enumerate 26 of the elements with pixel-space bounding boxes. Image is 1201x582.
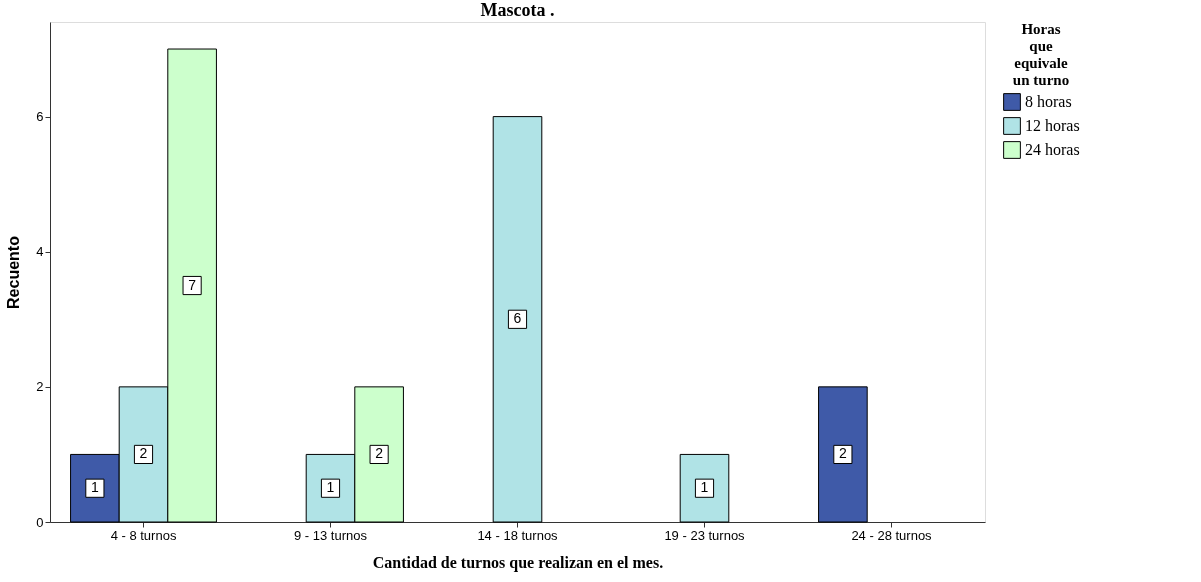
- bar: [492, 116, 543, 523]
- x-tick-label: 24 - 28 turnos: [851, 527, 933, 543]
- chart-title: Mascota .: [480, 0, 555, 20]
- y-tick-label: 6: [36, 109, 44, 125]
- legend-label: 24 horas: [1025, 141, 1080, 158]
- data-label: 2: [375, 445, 384, 462]
- y-tick-label: 2: [36, 379, 44, 395]
- x-tick-label: 9 - 13 turnos: [294, 527, 368, 543]
- data-label: 6: [513, 310, 522, 327]
- data-label: 2: [838, 445, 847, 462]
- legend-title: Horas que equivale un turno: [1012, 21, 1070, 88]
- y-axis-title: Recuento: [5, 235, 23, 309]
- data-label: 7: [188, 276, 197, 293]
- legend-label: 12 horas: [1025, 117, 1080, 134]
- bar: [818, 386, 868, 523]
- x-tick-label: 4 - 8 turnos: [110, 527, 177, 543]
- y-tick-label: 0: [36, 514, 44, 530]
- data-label: 1: [700, 479, 709, 496]
- y-tick-label: 4: [36, 244, 44, 260]
- x-axis-title: Cantidad de turnos que realizan en el mes.: [372, 553, 664, 572]
- data-label: 1: [326, 479, 335, 496]
- legend-label: 8 horas: [1025, 93, 1072, 110]
- x-tick-label: 19 - 23 turnos: [664, 527, 746, 543]
- data-label: 1: [90, 479, 99, 496]
- data-label: 2: [139, 445, 148, 462]
- x-tick-label: 14 - 18 turnos: [477, 527, 559, 543]
